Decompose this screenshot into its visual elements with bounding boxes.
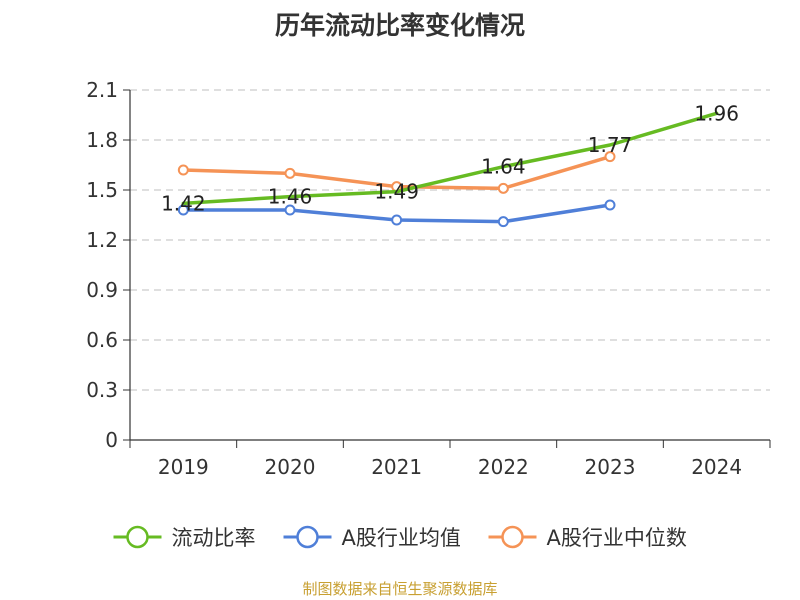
x-tick-label: 2023 [585, 455, 636, 479]
data-point [497, 216, 509, 228]
series-lines [177, 111, 719, 228]
data-point [177, 204, 189, 216]
y-tick-label: 0.9 [86, 278, 118, 302]
series-line-0 [181, 111, 719, 206]
data-labels: 1.42 1.46 1.49 1.64 1.77 1.96 [161, 101, 739, 215]
legend-symbol-marker [126, 525, 149, 549]
x-tick-label: 2019 [158, 455, 209, 479]
legend-label: 流动比率 [172, 526, 256, 550]
source-note: 制图数据来自恒生聚源数据库 [302, 580, 498, 598]
data-label: 1.96 [694, 101, 739, 125]
grid-lines [130, 89, 770, 391]
legend: 流动比率 A股行业均值 A股行业中位数 [113, 525, 687, 550]
legend-symbol-marker [296, 525, 319, 549]
axes: 0 0.3 0.6 0.9 1.2 1.5 1.8 2.1 2019 2020 2021 2022 20… [86, 78, 771, 479]
data-label: 1.77 [588, 133, 633, 157]
x-tick-label: 2024 [691, 455, 742, 479]
x-tick-label: 2020 [265, 455, 316, 479]
legend-symbol-marker [501, 525, 524, 549]
data-point [284, 167, 296, 179]
y-tick-label: 1.8 [86, 128, 118, 152]
data-point [284, 204, 296, 216]
y-tick-label: 0.6 [86, 328, 118, 352]
legend-item-2: A股行业中位数 [488, 525, 687, 550]
data-label: 1.42 [161, 191, 206, 215]
data-point [391, 214, 403, 226]
data-point [497, 182, 509, 194]
y-tick-label: 2.1 [86, 78, 118, 102]
data-point [604, 199, 616, 211]
data-label: 1.64 [481, 155, 526, 179]
x-tick-label: 2021 [371, 455, 422, 479]
data-point [177, 164, 189, 176]
y-tick-label: 0.3 [86, 378, 118, 402]
y-tick-label: 1.5 [86, 178, 118, 202]
y-tick-label: 1.2 [86, 228, 118, 252]
data-label: 1.46 [268, 185, 313, 209]
legend-item-0: 流动比率 [113, 525, 256, 550]
chart-title: 历年流动比率变化情况 [274, 11, 525, 40]
data-point [604, 151, 616, 163]
x-tick-label: 2022 [478, 455, 529, 479]
legend-item-1: A股行业均值 [283, 525, 461, 550]
y-tick-label: 0 [105, 428, 118, 452]
legend-label: A股行业均值 [342, 526, 461, 550]
data-label: 1.49 [374, 180, 419, 204]
legend-label: A股行业中位数 [547, 526, 687, 550]
